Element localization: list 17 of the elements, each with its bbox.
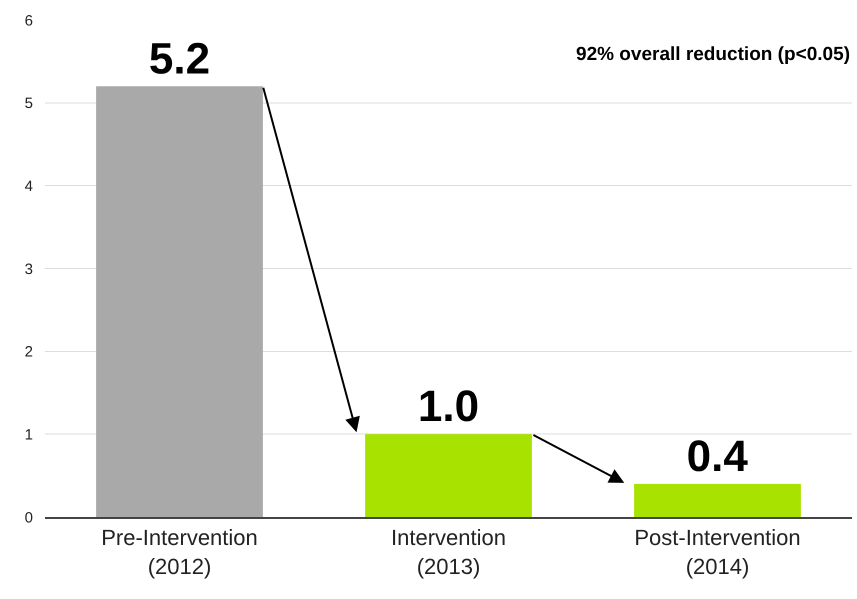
bar — [634, 484, 801, 517]
bar — [96, 86, 263, 517]
y-tick-label: 5 — [24, 95, 33, 112]
bar — [365, 434, 532, 517]
y-tick-label: 1 — [24, 426, 33, 444]
y-tick-label: 0 — [24, 509, 33, 526]
data-label: 0.4 — [686, 432, 748, 481]
y-tick-label: 2 — [24, 344, 33, 361]
y-tick-label: 3 — [24, 260, 33, 278]
y-tick-label: 4 — [24, 178, 33, 195]
x-tick-label: Intervention (2013) — [391, 525, 506, 579]
x-tick-label: Post-Intervention (2014) — [634, 525, 801, 579]
x-tick-label: Pre-Intervention (2012) — [101, 525, 258, 579]
data-label: 1.0 — [418, 382, 480, 432]
data-label: 5.2 — [148, 34, 210, 84]
y-tick-label: 6 — [24, 12, 33, 30]
annotation: 92% overall reduction (p<0.05) — [576, 44, 850, 65]
